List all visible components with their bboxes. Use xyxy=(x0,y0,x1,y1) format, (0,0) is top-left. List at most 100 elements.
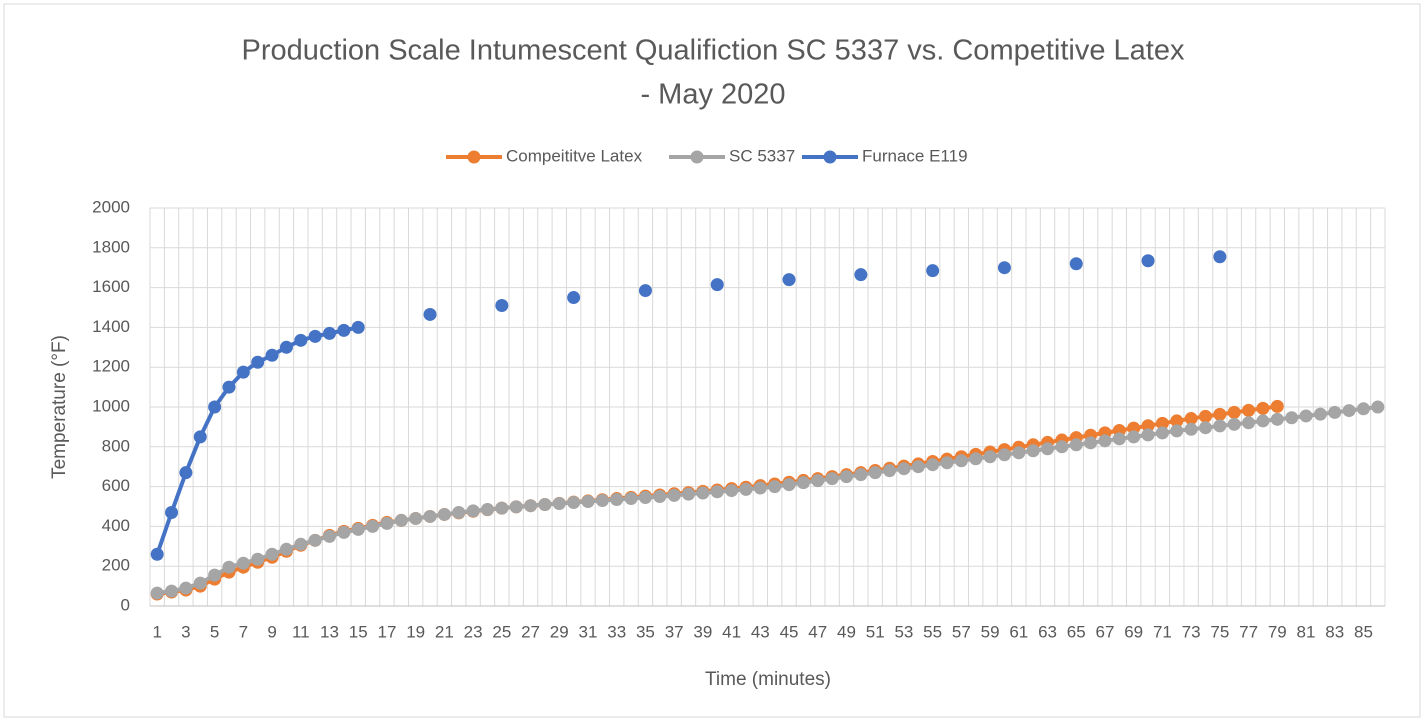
y-tick-label: 2000 xyxy=(92,197,130,216)
marker xyxy=(1141,419,1155,433)
x-tick-label: 71 xyxy=(1153,622,1172,641)
marker xyxy=(610,493,624,507)
marker xyxy=(1170,424,1184,438)
y-tick-label: 200 xyxy=(102,556,130,575)
marker xyxy=(811,474,825,488)
marker xyxy=(883,464,897,478)
marker xyxy=(495,299,509,313)
marker xyxy=(710,485,724,499)
marker xyxy=(911,460,925,474)
marker xyxy=(236,365,250,379)
marker xyxy=(1141,254,1155,268)
marker xyxy=(1313,407,1327,421)
marker xyxy=(1213,407,1227,421)
x-tick-label: 11 xyxy=(292,622,310,641)
x-tick-label: 37 xyxy=(665,622,684,641)
marker xyxy=(308,533,322,547)
marker xyxy=(1285,411,1299,425)
marker xyxy=(926,458,940,472)
marker xyxy=(452,505,466,519)
marker xyxy=(825,472,839,486)
marker xyxy=(1155,416,1169,430)
x-tick-label: 33 xyxy=(607,622,626,641)
marker xyxy=(423,509,437,523)
marker xyxy=(1026,444,1040,458)
x-tick-label: 67 xyxy=(1096,622,1115,641)
series xyxy=(150,400,1385,600)
marker xyxy=(1184,422,1198,436)
x-tick-label: 81 xyxy=(1297,622,1316,641)
marker xyxy=(868,466,882,480)
legend-marker xyxy=(690,150,704,164)
marker xyxy=(1069,257,1083,271)
marker xyxy=(1270,399,1284,413)
x-tick-label: 39 xyxy=(693,622,712,641)
marker xyxy=(638,284,652,298)
marker xyxy=(1012,446,1026,460)
marker xyxy=(1227,405,1241,419)
marker xyxy=(193,576,207,590)
marker xyxy=(1256,414,1270,428)
marker xyxy=(208,568,222,582)
marker xyxy=(1084,436,1098,450)
chart-border xyxy=(3,3,1421,718)
marker xyxy=(251,355,265,369)
x-tick-label: 73 xyxy=(1182,622,1201,641)
x-tick-label: 21 xyxy=(435,622,454,641)
x-tick-label: 31 xyxy=(579,622,598,641)
marker xyxy=(796,476,810,490)
marker xyxy=(1055,440,1069,454)
marker xyxy=(480,502,494,516)
legend-label: Compeititve Latex xyxy=(506,146,643,165)
y-tick-label: 800 xyxy=(102,436,130,455)
marker xyxy=(567,496,581,510)
x-tick-label: 5 xyxy=(210,622,219,641)
marker xyxy=(1299,409,1313,423)
marker xyxy=(1127,430,1141,444)
chart-title: - May 2020 xyxy=(640,79,785,111)
y-tick-label: 1600 xyxy=(92,277,130,296)
marker xyxy=(725,484,739,498)
marker xyxy=(409,511,423,525)
x-tick-label: 53 xyxy=(894,622,913,641)
x-tick-label: 47 xyxy=(808,622,827,641)
marker xyxy=(193,430,207,444)
marker xyxy=(538,498,552,512)
marker xyxy=(682,487,696,501)
marker xyxy=(165,584,179,598)
marker xyxy=(279,542,293,556)
x-tick-label: 55 xyxy=(923,622,942,641)
marker xyxy=(1112,432,1126,446)
x-tick-label: 19 xyxy=(406,622,425,641)
x-tick-label: 77 xyxy=(1239,622,1258,641)
x-axis-label: Time (minutes) xyxy=(705,669,831,690)
marker xyxy=(624,492,638,506)
marker xyxy=(997,261,1011,275)
x-tick-label: 41 xyxy=(722,622,741,641)
marker xyxy=(1328,405,1342,419)
x-tick-label: 43 xyxy=(751,622,770,641)
marker xyxy=(294,537,308,551)
marker xyxy=(351,320,365,334)
marker xyxy=(150,586,164,600)
x-tick-label: 3 xyxy=(181,622,190,641)
y-tick-label: 1200 xyxy=(92,357,130,376)
marker xyxy=(222,380,236,394)
marker xyxy=(265,547,279,561)
marker xyxy=(279,340,293,354)
x-tick-label: 35 xyxy=(636,622,655,641)
marker xyxy=(351,522,365,536)
y-axis-label: Temperature (°F) xyxy=(49,335,70,479)
marker xyxy=(782,478,796,492)
marker xyxy=(1198,421,1212,435)
marker xyxy=(1342,404,1356,418)
marker xyxy=(179,466,193,480)
marker xyxy=(1256,401,1270,415)
marker xyxy=(581,495,595,509)
marker xyxy=(696,486,710,500)
marker xyxy=(437,507,451,521)
marker xyxy=(1155,426,1169,440)
marker xyxy=(940,456,954,470)
legend-marker xyxy=(467,150,481,164)
